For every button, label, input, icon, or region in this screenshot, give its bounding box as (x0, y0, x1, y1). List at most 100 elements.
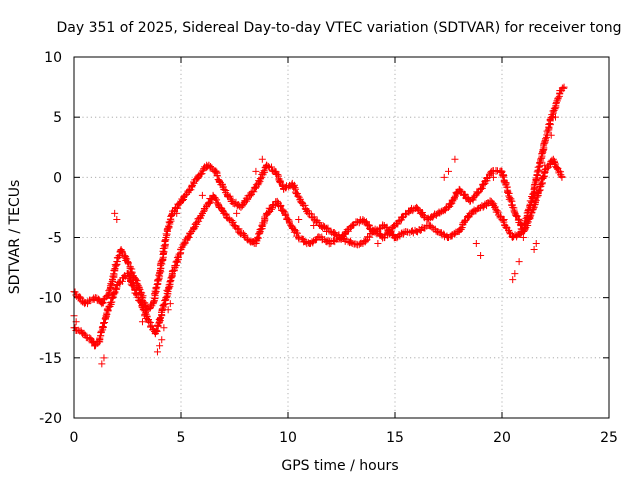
x-tick-label: 20 (493, 430, 511, 446)
data-point (77, 297, 85, 305)
data-point (233, 209, 241, 217)
data-point (158, 336, 166, 344)
data-point (254, 233, 262, 241)
data-point (477, 252, 485, 260)
data-point (100, 354, 108, 362)
data-point (428, 224, 436, 232)
data-point (277, 202, 285, 210)
data-point (260, 167, 268, 175)
data-point (71, 288, 79, 296)
data-point (509, 276, 517, 284)
data-point (98, 360, 106, 368)
data-point (552, 99, 560, 107)
y-axis-label: SDTVAR / TECUs (7, 180, 23, 295)
data-point (110, 290, 118, 298)
data-point (160, 248, 168, 256)
x-tick-label: 0 (70, 430, 79, 446)
data-point (76, 293, 84, 301)
data-point (232, 224, 240, 232)
chart-title: Day 351 of 2025, Sidereal Day-to-day VTE… (56, 20, 621, 36)
data-point (532, 240, 540, 248)
data-point (500, 178, 508, 186)
data-point (282, 211, 290, 219)
data-point (179, 197, 187, 205)
data-point (161, 237, 169, 245)
data-point (449, 197, 457, 205)
data-point (166, 278, 174, 286)
data-point (113, 215, 121, 223)
data-point (148, 322, 156, 330)
data-point (472, 240, 480, 248)
plot-frame (73, 56, 610, 419)
data-point (285, 218, 293, 226)
data-point (141, 312, 149, 320)
data-point (434, 227, 442, 235)
data-point (470, 206, 478, 214)
data-point (211, 194, 219, 202)
data-point (250, 188, 258, 196)
data-point (276, 202, 284, 210)
data-point (323, 227, 331, 235)
data-point (310, 221, 318, 229)
data-point (99, 299, 107, 307)
data-point (160, 324, 168, 332)
data-point (253, 235, 261, 243)
data-point (156, 342, 164, 350)
data-point (198, 170, 206, 178)
data-point (165, 281, 173, 289)
data-point (445, 203, 452, 211)
data-point (156, 268, 164, 276)
x-tick-label: 5 (177, 430, 186, 446)
data-point (364, 221, 372, 229)
y-tick-labels: -20 -15 -10 -5 0 5 10 (39, 50, 62, 427)
data-point (479, 203, 487, 211)
data-point (515, 258, 523, 266)
data-point (107, 299, 115, 307)
data-point (505, 226, 513, 234)
data-point (544, 129, 552, 137)
data-point (347, 238, 355, 246)
data-point (126, 264, 134, 272)
data-point (124, 259, 132, 267)
data-point (134, 280, 142, 288)
data-point (268, 163, 276, 171)
data-point (152, 326, 160, 334)
data-point (84, 298, 92, 306)
y-tick-label: -5 (48, 231, 62, 247)
data-point (529, 205, 537, 213)
data-point (500, 215, 508, 223)
data-point (173, 209, 181, 217)
data-point (450, 194, 458, 202)
data-point (185, 233, 193, 241)
data-point (104, 306, 112, 314)
data-point (499, 173, 507, 181)
data-point (198, 191, 206, 199)
data-point (98, 298, 106, 306)
data-point (554, 94, 562, 102)
data-point (100, 318, 108, 326)
data-layer (70, 83, 568, 368)
data-point (542, 135, 550, 143)
data-point (181, 191, 189, 199)
data-point (511, 211, 519, 219)
data-point (511, 270, 519, 278)
data-point (205, 161, 213, 169)
data-point (505, 228, 513, 236)
data-point (532, 196, 540, 204)
data-point (99, 322, 107, 330)
data-point (362, 218, 370, 226)
y-tick-label: 5 (53, 110, 62, 126)
data-point (540, 173, 548, 181)
data-point (128, 268, 136, 276)
data-point (158, 305, 166, 313)
data-point (252, 167, 260, 175)
data-point (457, 225, 465, 233)
data-point (115, 279, 123, 287)
data-point (213, 172, 221, 180)
data-point (149, 298, 157, 306)
data-point (196, 213, 204, 221)
data-point (519, 234, 527, 241)
data-point (535, 187, 543, 195)
data-point (162, 293, 170, 301)
